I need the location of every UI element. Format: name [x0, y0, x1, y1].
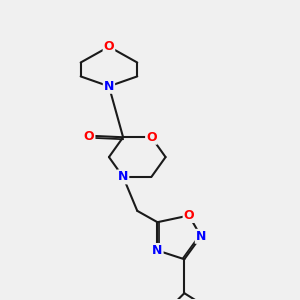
Text: N: N [152, 244, 163, 257]
Text: O: O [184, 209, 194, 222]
Text: O: O [103, 40, 114, 53]
Text: N: N [104, 80, 114, 93]
Text: O: O [146, 131, 157, 144]
Text: N: N [196, 230, 206, 243]
Text: O: O [84, 130, 94, 143]
Text: N: N [118, 170, 128, 183]
